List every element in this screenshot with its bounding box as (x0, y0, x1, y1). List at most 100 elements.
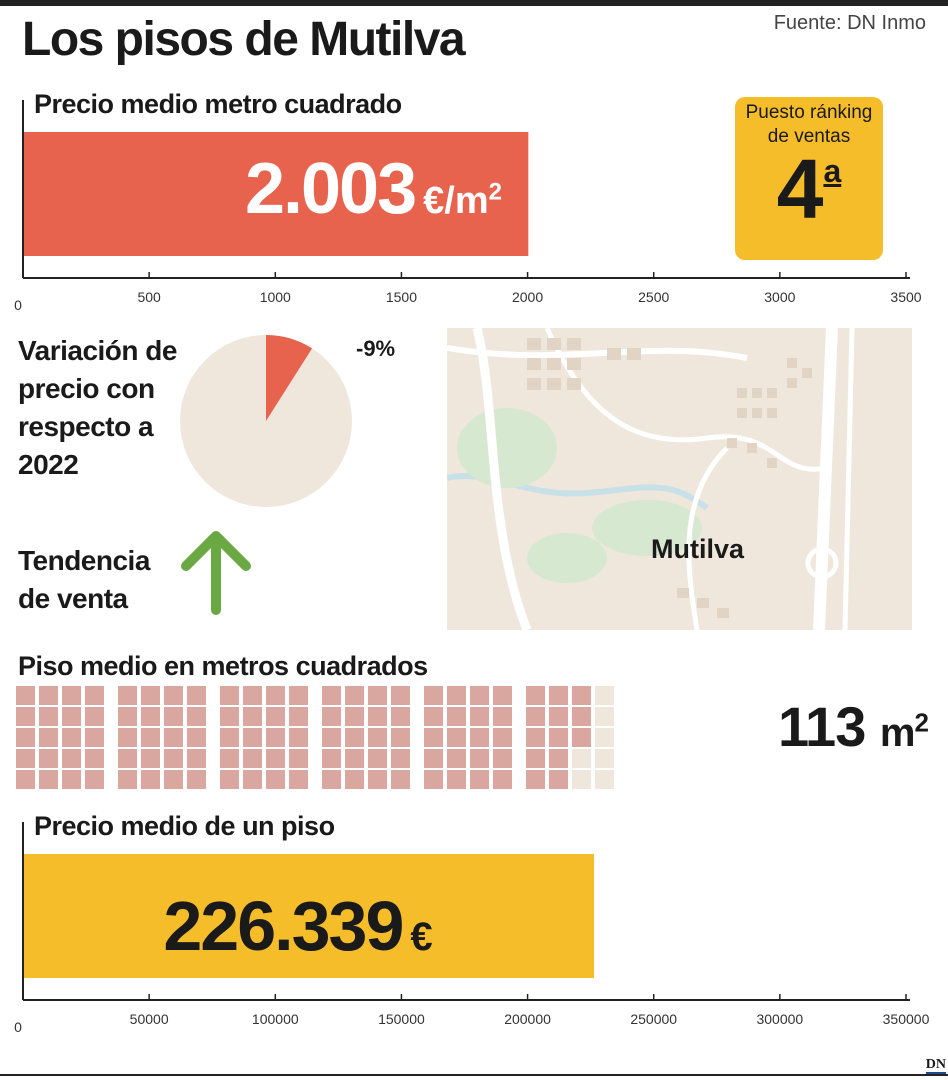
waffle-cell-filled (220, 707, 239, 726)
waffle-cell-filled (118, 728, 137, 747)
waffle-cell-filled (39, 770, 58, 789)
price-sqm-tick-label: 0 (14, 297, 22, 313)
waffle-cell-filled (526, 707, 545, 726)
waffle-cell-filled (85, 686, 104, 705)
waffle-cell-filled (118, 749, 137, 768)
waffle-cell-filled (289, 707, 308, 726)
sqm-unit: m2 (880, 708, 929, 755)
waffle-cell-filled (39, 749, 58, 768)
sqm-value: 113 m2 (778, 694, 929, 759)
waffle-cell-filled (322, 707, 341, 726)
waffle-cell-filled (322, 749, 341, 768)
waffle-cell-filled (470, 749, 489, 768)
waffle-cell-filled (572, 707, 591, 726)
rank-number: 4 (776, 142, 824, 236)
waffle-cell-filled (424, 770, 443, 789)
rank-value: 4a (735, 147, 883, 231)
price-sqm-tick-label: 2500 (638, 289, 669, 305)
waffle-cell-filled (220, 728, 239, 747)
waffle-cell-filled (141, 728, 160, 747)
waffle-cell-filled (572, 686, 591, 705)
waffle-cell-filled (368, 728, 387, 747)
flat-price-number: 226.339 (163, 887, 404, 965)
waffle-cell-filled (470, 707, 489, 726)
waffle-cell-filled (493, 728, 512, 747)
waffle-cell-filled (447, 770, 466, 789)
waffle-cell-filled (85, 749, 104, 768)
price-sqm-tick-label: 3500 (890, 289, 921, 305)
waffle-cell-filled (470, 770, 489, 789)
waffle-cell-filled (85, 770, 104, 789)
waffle-cell-filled (16, 686, 35, 705)
waffle-cell-filled (424, 707, 443, 726)
waffle-cell-filled (391, 770, 410, 789)
dn-logo: DN (925, 1057, 946, 1074)
waffle-cell-empty (595, 707, 614, 726)
waffle-cell-filled (62, 728, 81, 747)
waffle-cell-filled (549, 686, 568, 705)
sqm-number: 113 (778, 695, 866, 758)
waffle-cell-filled (62, 707, 81, 726)
price-sqm-bar (23, 132, 529, 256)
price-sqm-number: 2.003 (244, 149, 417, 229)
rank-caption: Puesto ránking de ventas (735, 101, 883, 149)
waffle-cell-filled (118, 686, 137, 705)
price-sqm-tick-label: 2000 (512, 289, 543, 305)
price-sqm-unit-text: €/m (423, 180, 489, 222)
flat-price-tick-label: 300000 (756, 1011, 803, 1027)
waffle-cell-empty (595, 749, 614, 768)
price-sqm-tick-label: 1500 (386, 289, 417, 305)
waffle-cell-filled (447, 707, 466, 726)
waffle-cell-filled (16, 728, 35, 747)
waffle-cell-filled (39, 707, 58, 726)
waffle-cell-filled (164, 707, 183, 726)
waffle-cell-filled (526, 749, 545, 768)
price-sqm-unit: €/m2 (423, 178, 502, 222)
waffle-cell-filled (118, 707, 137, 726)
waffle-cell-filled (39, 686, 58, 705)
waffle-cell-filled (549, 770, 568, 789)
waffle-cell-filled (62, 770, 81, 789)
rank-ordinal: a (823, 153, 842, 189)
waffle-cell-filled (39, 728, 58, 747)
waffle-cell-filled (266, 707, 285, 726)
waffle-cell-filled (493, 707, 512, 726)
waffle-cell-filled (266, 749, 285, 768)
source-note: Fuente: DN Inmo (773, 12, 926, 34)
waffle-cell-filled (526, 728, 545, 747)
sqm-waffle (16, 686, 614, 789)
price-sqm-tick-label: 3000 (764, 289, 795, 305)
waffle-cell-filled (447, 728, 466, 747)
waffle-cell-filled (16, 749, 35, 768)
waffle-cell-empty (595, 770, 614, 789)
waffle-cell-filled (141, 686, 160, 705)
sqm-title: Piso medio en metros cuadrados (18, 651, 428, 681)
waffle-cell-filled (85, 728, 104, 747)
waffle-cell-filled (345, 749, 364, 768)
page-title: Los pisos de Mutilva (22, 13, 466, 66)
waffle-cell-filled (187, 770, 206, 789)
waffle-cell-filled (243, 770, 262, 789)
waffle-cell-filled (164, 728, 183, 747)
waffle-cell-filled (447, 749, 466, 768)
waffle-cell-filled (368, 707, 387, 726)
variation-label: Variación de precio con respecto a 2022 (18, 335, 177, 480)
waffle-cell-filled (141, 707, 160, 726)
flat-price-tick-label: 150000 (378, 1011, 425, 1027)
waffle-cell-filled (345, 728, 364, 747)
rank-caption-line2: de ventas (767, 126, 851, 147)
waffle-cell-filled (243, 707, 262, 726)
waffle-cell-filled (266, 728, 285, 747)
map-label: Mutilva (651, 534, 745, 564)
top-rule (0, 0, 948, 6)
trend-label: Tendencia de venta (18, 542, 150, 618)
waffle-cell-filled (187, 749, 206, 768)
flat-price-chart: 0 50000 100000 150000 200000 250000 300000 3500… (14, 822, 930, 1035)
waffle-cell-filled (220, 749, 239, 768)
waffle-cell-filled (243, 749, 262, 768)
waffle-cell-filled (62, 749, 81, 768)
waffle-cell-empty (595, 686, 614, 705)
flat-price-tick-label: 100000 (252, 1011, 299, 1027)
flat-price-bar (23, 854, 595, 978)
flat-price-tick-label: 200000 (504, 1011, 551, 1027)
